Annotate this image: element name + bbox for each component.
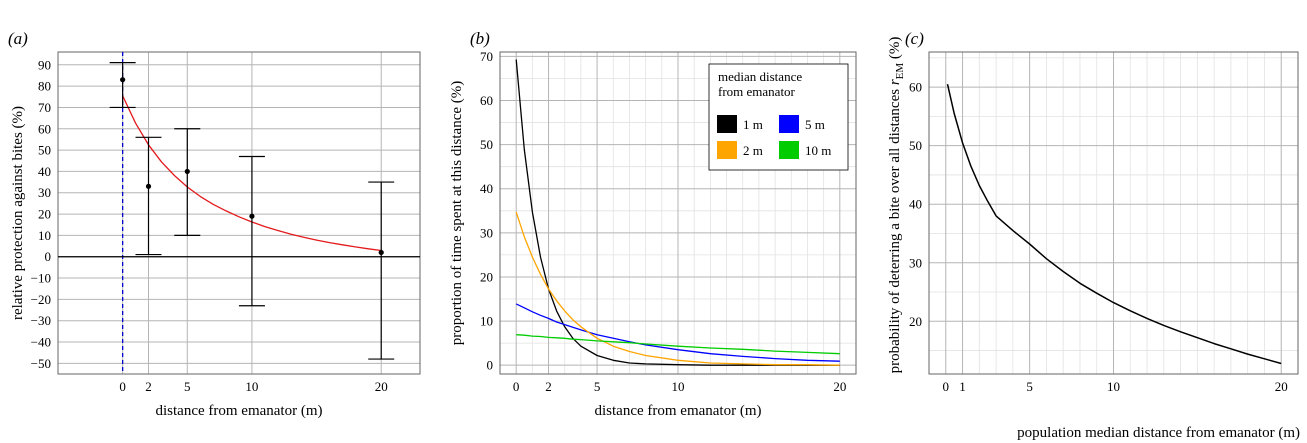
y-tick-label: 70 <box>480 49 493 64</box>
x-axis-label: distance from emanator (m) <box>594 403 761 419</box>
x-tick-label: 5 <box>594 379 601 394</box>
y-tick-label: 20 <box>909 314 922 329</box>
y-tick-label: 30 <box>38 185 51 200</box>
series-line-5m <box>515 303 840 362</box>
legend-swatch <box>717 115 737 133</box>
y-tick-label: 70 <box>38 100 51 115</box>
y-tick-label: 40 <box>480 181 493 196</box>
y-axis-label: proportion of time spent at this distanc… <box>449 81 465 346</box>
x-tick-label: 2 <box>545 379 552 394</box>
x-tick-label: 10 <box>1107 379 1120 394</box>
x-tick-label: 10 <box>672 379 685 394</box>
series-line-10m <box>516 334 840 355</box>
y-tick-label: 50 <box>909 138 922 153</box>
y-tick-label: 50 <box>480 137 493 152</box>
series-line-2m <box>515 211 840 366</box>
panel-label: (b) <box>470 29 490 48</box>
x-axis-label: population median distance from emanator… <box>1017 425 1300 441</box>
y-tick-label: 20 <box>480 269 493 284</box>
panel-label: (a) <box>8 29 28 48</box>
x-tick-label: 1 <box>959 379 966 394</box>
series-line <box>946 84 1282 365</box>
x-tick-label: 20 <box>375 379 388 394</box>
y-tick-label: 90 <box>38 57 51 72</box>
x-tick-label: 10 <box>245 379 258 394</box>
x-tick-label: 2 <box>145 379 152 394</box>
y-tick-label: 60 <box>480 93 493 108</box>
y-axis-label-subscript: EM <box>894 63 906 80</box>
x-tick-label: 5 <box>184 379 191 394</box>
y-tick-label: −20 <box>31 292 51 307</box>
y-axis-label-unit: (%) <box>887 37 903 63</box>
panel-b-chart: 0 2 5 10 20 0 10 20 30 40 50 60 70(b) median distance… <box>449 29 857 419</box>
y-axis-label: probability of deterring a bite over all… <box>887 37 906 374</box>
y-tick-label: 0 <box>45 249 52 264</box>
plot-frame <box>928 51 1299 375</box>
x-tick-label: 0 <box>513 379 520 394</box>
x-tick-label: 5 <box>1026 379 1033 394</box>
data-point <box>378 249 384 256</box>
y-tick-label: 80 <box>38 79 51 94</box>
y-tick-label: 10 <box>38 228 51 243</box>
legend-entry: 5 m <box>805 117 825 132</box>
x-tick-label: 20 <box>1275 379 1288 394</box>
y-tick-label: −40 <box>31 335 51 350</box>
data-point <box>184 168 190 175</box>
x-axis-label: distance from emanator (m) <box>155 403 322 419</box>
x-tick-label: 0 <box>119 379 126 394</box>
series-line-1m <box>515 59 840 366</box>
y-tick-label: 40 <box>909 197 922 212</box>
y-tick-label: −10 <box>31 271 51 286</box>
plot-frame <box>57 51 421 375</box>
y-tick-label: −50 <box>31 356 51 371</box>
y-axis-label-text: probability of deterring a bite over all… <box>887 85 903 373</box>
y-axis-label-symbol: r <box>887 79 903 85</box>
y-tick-label: 0 <box>487 358 494 373</box>
legend-title-line: from emanator <box>718 84 796 99</box>
legend-entry: 2 m <box>743 143 763 158</box>
y-tick-label: 30 <box>480 225 493 240</box>
panel-label: (c) <box>905 29 924 48</box>
y-tick-label: 60 <box>38 121 51 136</box>
data-point <box>120 77 126 83</box>
x-tick-label: 20 <box>833 379 846 394</box>
y-tick-label: 10 <box>480 314 493 329</box>
legend-title-line: median distance <box>718 69 802 84</box>
legend-swatch <box>779 141 799 159</box>
y-tick-label: 50 <box>38 143 51 158</box>
legend-entry: 10 m <box>805 143 831 158</box>
y-tick-label: 60 <box>909 80 922 95</box>
y-tick-label: 20 <box>38 207 51 222</box>
y-tick-label: 40 <box>38 164 51 179</box>
legend-entry: 1 m <box>743 117 763 132</box>
panel-c-chart: 0 1 5 10 20 20 30 40 50 60 (c) population median di… <box>887 29 1300 441</box>
panel-a-chart: 0 2 5 10 20 −50 −40 −30 −20 −10 0 10 20 30 40 50 60 70 80 9… <box>8 29 421 419</box>
y-tick-label: −30 <box>31 313 51 328</box>
y-axis-label: relative protection against bites (%) <box>10 106 26 320</box>
data-point <box>249 213 255 219</box>
y-tick-label: 30 <box>909 255 922 270</box>
legend-swatch <box>779 115 799 133</box>
legend-swatch <box>717 141 737 159</box>
plot-frame <box>499 51 857 375</box>
x-tick-label: 0 <box>943 379 950 394</box>
data-point <box>145 183 152 189</box>
